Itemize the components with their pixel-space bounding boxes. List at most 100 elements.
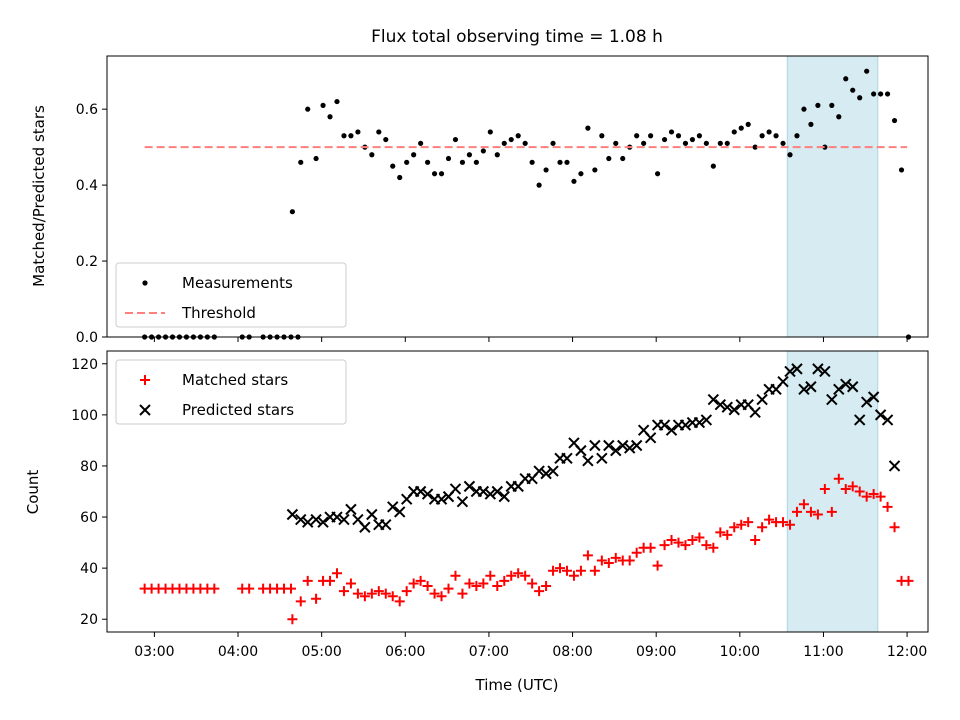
matched-stars-point <box>847 481 858 492</box>
predicted-stars-point <box>575 444 587 457</box>
predicted-stars-point <box>700 414 713 426</box>
predicted-stars-point <box>484 488 497 500</box>
measurement-point <box>480 148 486 154</box>
predicted-stars-point <box>860 396 873 408</box>
top-panel: 0.0 0.2 0.4 0.6 Measurements Threshold <box>76 55 929 346</box>
legend-marker-predicted-stars <box>139 404 151 416</box>
measurement-point <box>801 106 807 112</box>
measurement-point <box>822 144 828 150</box>
measurement-point <box>654 171 661 177</box>
predicted-stars-point <box>310 513 322 526</box>
measurement-point <box>898 167 905 173</box>
matched-stars-point <box>499 575 510 586</box>
matched-stars-point <box>903 575 914 586</box>
measurement-point <box>620 155 626 162</box>
x-tick-label: 12:00 <box>887 644 927 660</box>
measurement-point <box>759 133 765 139</box>
measurement-point <box>780 140 786 146</box>
measurement-point <box>850 87 856 93</box>
predicted-stars-point <box>805 381 817 393</box>
predicted-stars-point <box>728 404 740 416</box>
matched-stars-point <box>791 506 802 517</box>
measurement-point <box>536 182 542 188</box>
bottom-y-tick-label: 120 <box>71 357 98 373</box>
measurement-point <box>341 133 347 139</box>
measurement-point <box>376 129 382 135</box>
predicted-stars-point <box>295 513 307 526</box>
measurement-point <box>383 136 389 143</box>
predicted-stars-point <box>286 508 299 521</box>
measurement-point <box>717 140 723 146</box>
measurement-point <box>571 178 577 184</box>
predicted-stars-point <box>798 383 810 396</box>
matched-stars-point <box>450 570 461 581</box>
bottom-y-tick-label: 80 <box>80 459 98 475</box>
predicted-stars-point <box>547 465 559 477</box>
bottom-y-tick-label: 100 <box>71 408 98 424</box>
matched-stars-point <box>443 583 454 594</box>
measurement-point <box>752 144 758 150</box>
top-legend: Measurements Threshold <box>115 262 347 328</box>
measurement-point <box>289 209 295 215</box>
top-y-axis-label: Matched/Predicted stars <box>30 105 48 287</box>
measurement-point <box>613 140 619 146</box>
matched-stars-point <box>471 581 482 592</box>
matched-stars-point <box>582 550 593 561</box>
measurement-point <box>773 133 779 139</box>
legend-label: Predicted stars <box>182 401 294 419</box>
matched-stars-point <box>387 591 398 602</box>
matched-stars-point <box>295 596 306 607</box>
matched-stars-point <box>527 578 538 589</box>
measurement-point <box>543 167 549 173</box>
measurement-point <box>578 171 584 177</box>
measurement-point <box>815 102 821 108</box>
top-y-tick-label: 0.6 <box>76 102 98 118</box>
bottom-y-tick-label: 20 <box>80 612 98 628</box>
measurement-point <box>313 155 319 162</box>
measurement-point <box>466 152 473 158</box>
predicted-stars-point <box>630 439 643 452</box>
measurement-point <box>452 136 459 143</box>
measurement-point <box>599 133 605 139</box>
matched-stars-point <box>833 473 844 484</box>
measurement-point <box>515 133 521 139</box>
top-axes-frame <box>106 55 929 338</box>
x-tick-label: 07:00 <box>469 644 509 660</box>
predicted-stars-point <box>338 513 350 526</box>
matched-stars-point <box>875 491 886 502</box>
predicted-stars-point <box>589 439 601 452</box>
predicted-stars-point <box>847 381 859 393</box>
measurement-point <box>794 133 800 139</box>
matched-stars-point <box>373 586 384 597</box>
matched-stars-point <box>778 517 789 528</box>
measurement-point <box>369 152 375 158</box>
matched-stars-point <box>352 588 363 599</box>
predicted-stars-point <box>477 485 490 498</box>
matched-stars-point <box>694 532 705 543</box>
matched-stars-point <box>311 593 322 604</box>
measurement-point <box>438 171 445 177</box>
matched-stars-point <box>750 535 761 546</box>
legend-label: Threshold <box>181 304 256 322</box>
measurement-point <box>529 159 535 165</box>
predicted-stars-point <box>317 516 329 528</box>
matched-stars-point <box>555 563 566 574</box>
predicted-stars-point <box>853 414 866 426</box>
matched-stars-point <box>840 483 851 494</box>
measurement-point <box>884 91 891 97</box>
predicted-stars-point <box>826 393 838 406</box>
predicted-stars-point <box>867 391 880 403</box>
matched-stars-point <box>736 519 747 530</box>
matched-stars-point <box>429 588 440 599</box>
predicted-stars-point <box>387 501 399 513</box>
predicted-stars-point <box>540 467 552 480</box>
measurement-point <box>668 129 675 135</box>
measurement-point <box>808 121 814 127</box>
predicted-stars-point <box>302 516 314 528</box>
measurement-point <box>843 76 849 82</box>
matched-stars-point <box>415 575 426 586</box>
predicted-stars-point <box>888 460 901 472</box>
matched-stars-point <box>345 578 356 589</box>
measurement-point <box>857 95 863 101</box>
